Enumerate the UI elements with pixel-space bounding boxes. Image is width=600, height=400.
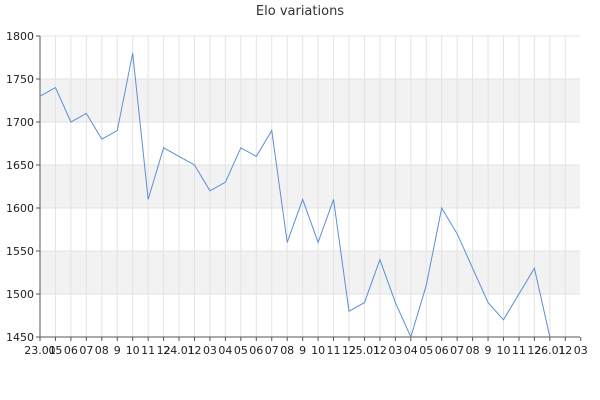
chart-vgrid xyxy=(54,36,566,337)
y-tick-label: 1800 xyxy=(6,30,34,43)
y-tick-label: 1750 xyxy=(6,73,34,86)
x-tick-label: 9 xyxy=(485,344,492,357)
data-point xyxy=(286,241,289,244)
data-point xyxy=(193,164,196,167)
x-tick-label: 08 xyxy=(280,344,294,357)
data-point xyxy=(409,336,412,339)
x-tick-label: 07 xyxy=(265,344,279,357)
data-point xyxy=(378,258,381,261)
data-point xyxy=(54,86,57,89)
x-tick-label: 12 xyxy=(527,344,541,357)
x-tick-label: 06 xyxy=(64,344,78,357)
data-point xyxy=(487,301,490,304)
data-point xyxy=(270,129,273,132)
x-tick-label: 9 xyxy=(299,344,306,357)
x-tick-label: 12 xyxy=(188,344,202,357)
y-tick-label: 1700 xyxy=(6,116,34,129)
x-tick-label: 9 xyxy=(114,344,121,357)
data-point xyxy=(116,129,119,132)
data-point xyxy=(440,207,443,210)
chart-title: Elo variations xyxy=(255,4,345,19)
x-tick-label: 10 xyxy=(126,344,140,357)
chart-bands xyxy=(40,79,580,294)
y-tick-label: 1450 xyxy=(6,331,34,344)
x-tick-label: 05 xyxy=(48,344,62,357)
x-tick-label: 07 xyxy=(450,344,464,357)
grid-band xyxy=(40,165,580,208)
y-tick-label: 1650 xyxy=(6,159,34,172)
data-point xyxy=(348,310,351,313)
data-point xyxy=(471,267,474,270)
x-tick-label: 10 xyxy=(497,344,511,357)
x-tick-label: 26.01 xyxy=(534,344,566,357)
x-tick-label: 04 xyxy=(218,344,232,357)
x-tick-label: 07 xyxy=(79,344,93,357)
x-tick-label: 11 xyxy=(327,344,341,357)
x-tick-label: 08 xyxy=(95,344,109,357)
data-point xyxy=(85,112,88,115)
x-tick-label: 12 xyxy=(157,344,171,357)
x-tick-label: 03 xyxy=(574,344,588,357)
x-tick-label: 25.01 xyxy=(349,344,381,357)
data-point xyxy=(548,336,551,339)
data-point xyxy=(39,95,42,98)
x-tick-label: 10 xyxy=(311,344,325,357)
data-point xyxy=(131,52,134,55)
chart-axes xyxy=(39,36,580,338)
x-tick-label: 04 xyxy=(404,344,418,357)
grid-band xyxy=(40,79,580,122)
data-point xyxy=(301,198,304,201)
data-point xyxy=(394,301,397,304)
x-tick-label: 08 xyxy=(466,344,480,357)
data-point xyxy=(147,198,150,201)
chart-hgrid xyxy=(40,35,580,295)
x-tick-label: 05 xyxy=(234,344,248,357)
data-point xyxy=(425,284,428,287)
data-point xyxy=(162,146,165,149)
x-tick-label: 06 xyxy=(249,344,263,357)
series-line xyxy=(39,53,551,339)
grid-band xyxy=(40,251,580,294)
data-point xyxy=(517,293,520,296)
x-tick-label: 12 xyxy=(558,344,572,357)
data-point xyxy=(178,155,181,158)
data-point xyxy=(332,198,335,201)
x-tick-label: 23.01 xyxy=(24,344,56,357)
data-point xyxy=(224,181,227,184)
data-point xyxy=(239,146,242,149)
y-axis-ticks: 1450 1500 1550 1600 1650 1700 1750 1800 xyxy=(6,30,40,344)
y-tick-label: 1500 xyxy=(6,288,34,301)
data-point xyxy=(69,121,72,124)
data-point xyxy=(317,241,320,244)
data-point xyxy=(502,318,505,321)
x-tick-label: 05 xyxy=(419,344,433,357)
x-tick-label: 12 xyxy=(342,344,356,357)
data-point xyxy=(208,189,211,192)
x-tick-label: 11 xyxy=(512,344,526,357)
data-point xyxy=(456,232,459,235)
x-tick-label: 11 xyxy=(141,344,155,357)
x-tick-label: 06 xyxy=(435,344,449,357)
x-tick-label: 03 xyxy=(388,344,402,357)
x-tick-label: 03 xyxy=(203,344,217,357)
data-point xyxy=(100,138,103,141)
x-tick-label: 12 xyxy=(373,344,387,357)
data-point xyxy=(363,301,366,304)
data-point xyxy=(255,155,258,158)
data-point xyxy=(533,267,536,270)
y-tick-label: 1550 xyxy=(6,245,34,258)
chart-series xyxy=(39,52,551,339)
x-tick-label: 24.01 xyxy=(163,344,195,357)
y-tick-label: 1600 xyxy=(6,202,34,215)
